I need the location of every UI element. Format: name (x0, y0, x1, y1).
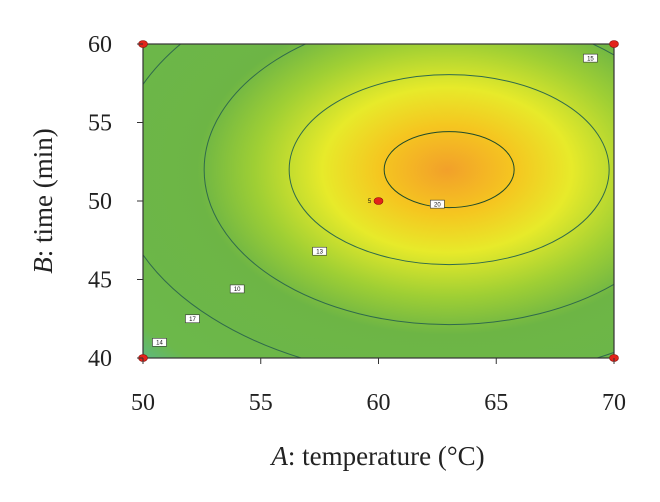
x-axis-label: A: temperature (°C) (269, 441, 484, 471)
y-tick-label: 40 (88, 346, 112, 372)
x-axis-unit: (°C) (438, 441, 485, 471)
x-tick-label: 50 (131, 390, 155, 416)
contour-line (383, 131, 515, 209)
contour-label-box (583, 53, 598, 63)
design-point-count: 5 (368, 199, 372, 205)
x-tick-label: 70 (602, 390, 626, 416)
contour-label-text: 17 (189, 317, 196, 323)
contour-label-text: 13 (316, 249, 323, 255)
y-tick-label: 50 (88, 189, 112, 215)
contour-label: 10 (229, 284, 245, 294)
x-axis-name: temperature (302, 441, 431, 471)
y-axis-factor: B (28, 257, 58, 274)
y-axis-unit: (min) (28, 128, 58, 188)
contour-label-box (185, 314, 200, 324)
design-point (609, 40, 619, 48)
contour-label: 15 (583, 53, 598, 63)
contour-line (288, 74, 610, 266)
x-tick-label: 55 (249, 390, 273, 416)
contour-label: 17 (185, 314, 200, 324)
contour-label-box (152, 337, 167, 347)
contour-label: 13 (312, 246, 327, 256)
y-axis-name: time (28, 195, 58, 243)
contour-label: 20 (430, 199, 445, 209)
contour-label-box (312, 246, 327, 256)
x-axis-ticks: 50 55 60 65 70 (131, 358, 626, 416)
contour-label: 14 (152, 337, 167, 347)
y-axis-ticks: 40 45 50 55 60 (88, 32, 143, 372)
y-axis-label: B: time (min) (28, 128, 58, 274)
contour-label-text: 15 (587, 56, 594, 62)
contour-label-text: 14 (156, 341, 163, 347)
contour-label-box (229, 284, 245, 294)
x-tick-label: 60 (367, 390, 391, 416)
y-tick-label: 60 (88, 32, 112, 58)
x-axis-factor: A (269, 441, 288, 471)
contour-label-box (430, 199, 445, 209)
contour-labels: 14 17 10 13 20 15 (152, 53, 598, 347)
contour-label-text: 20 (434, 202, 441, 208)
y-tick-label: 45 (88, 268, 112, 294)
y-tick-label: 55 (88, 111, 112, 137)
design-point (373, 197, 384, 205)
contour-label-text: 10 (234, 287, 241, 293)
contour-line (203, 44, 614, 326)
x-tick-label: 65 (484, 390, 508, 416)
